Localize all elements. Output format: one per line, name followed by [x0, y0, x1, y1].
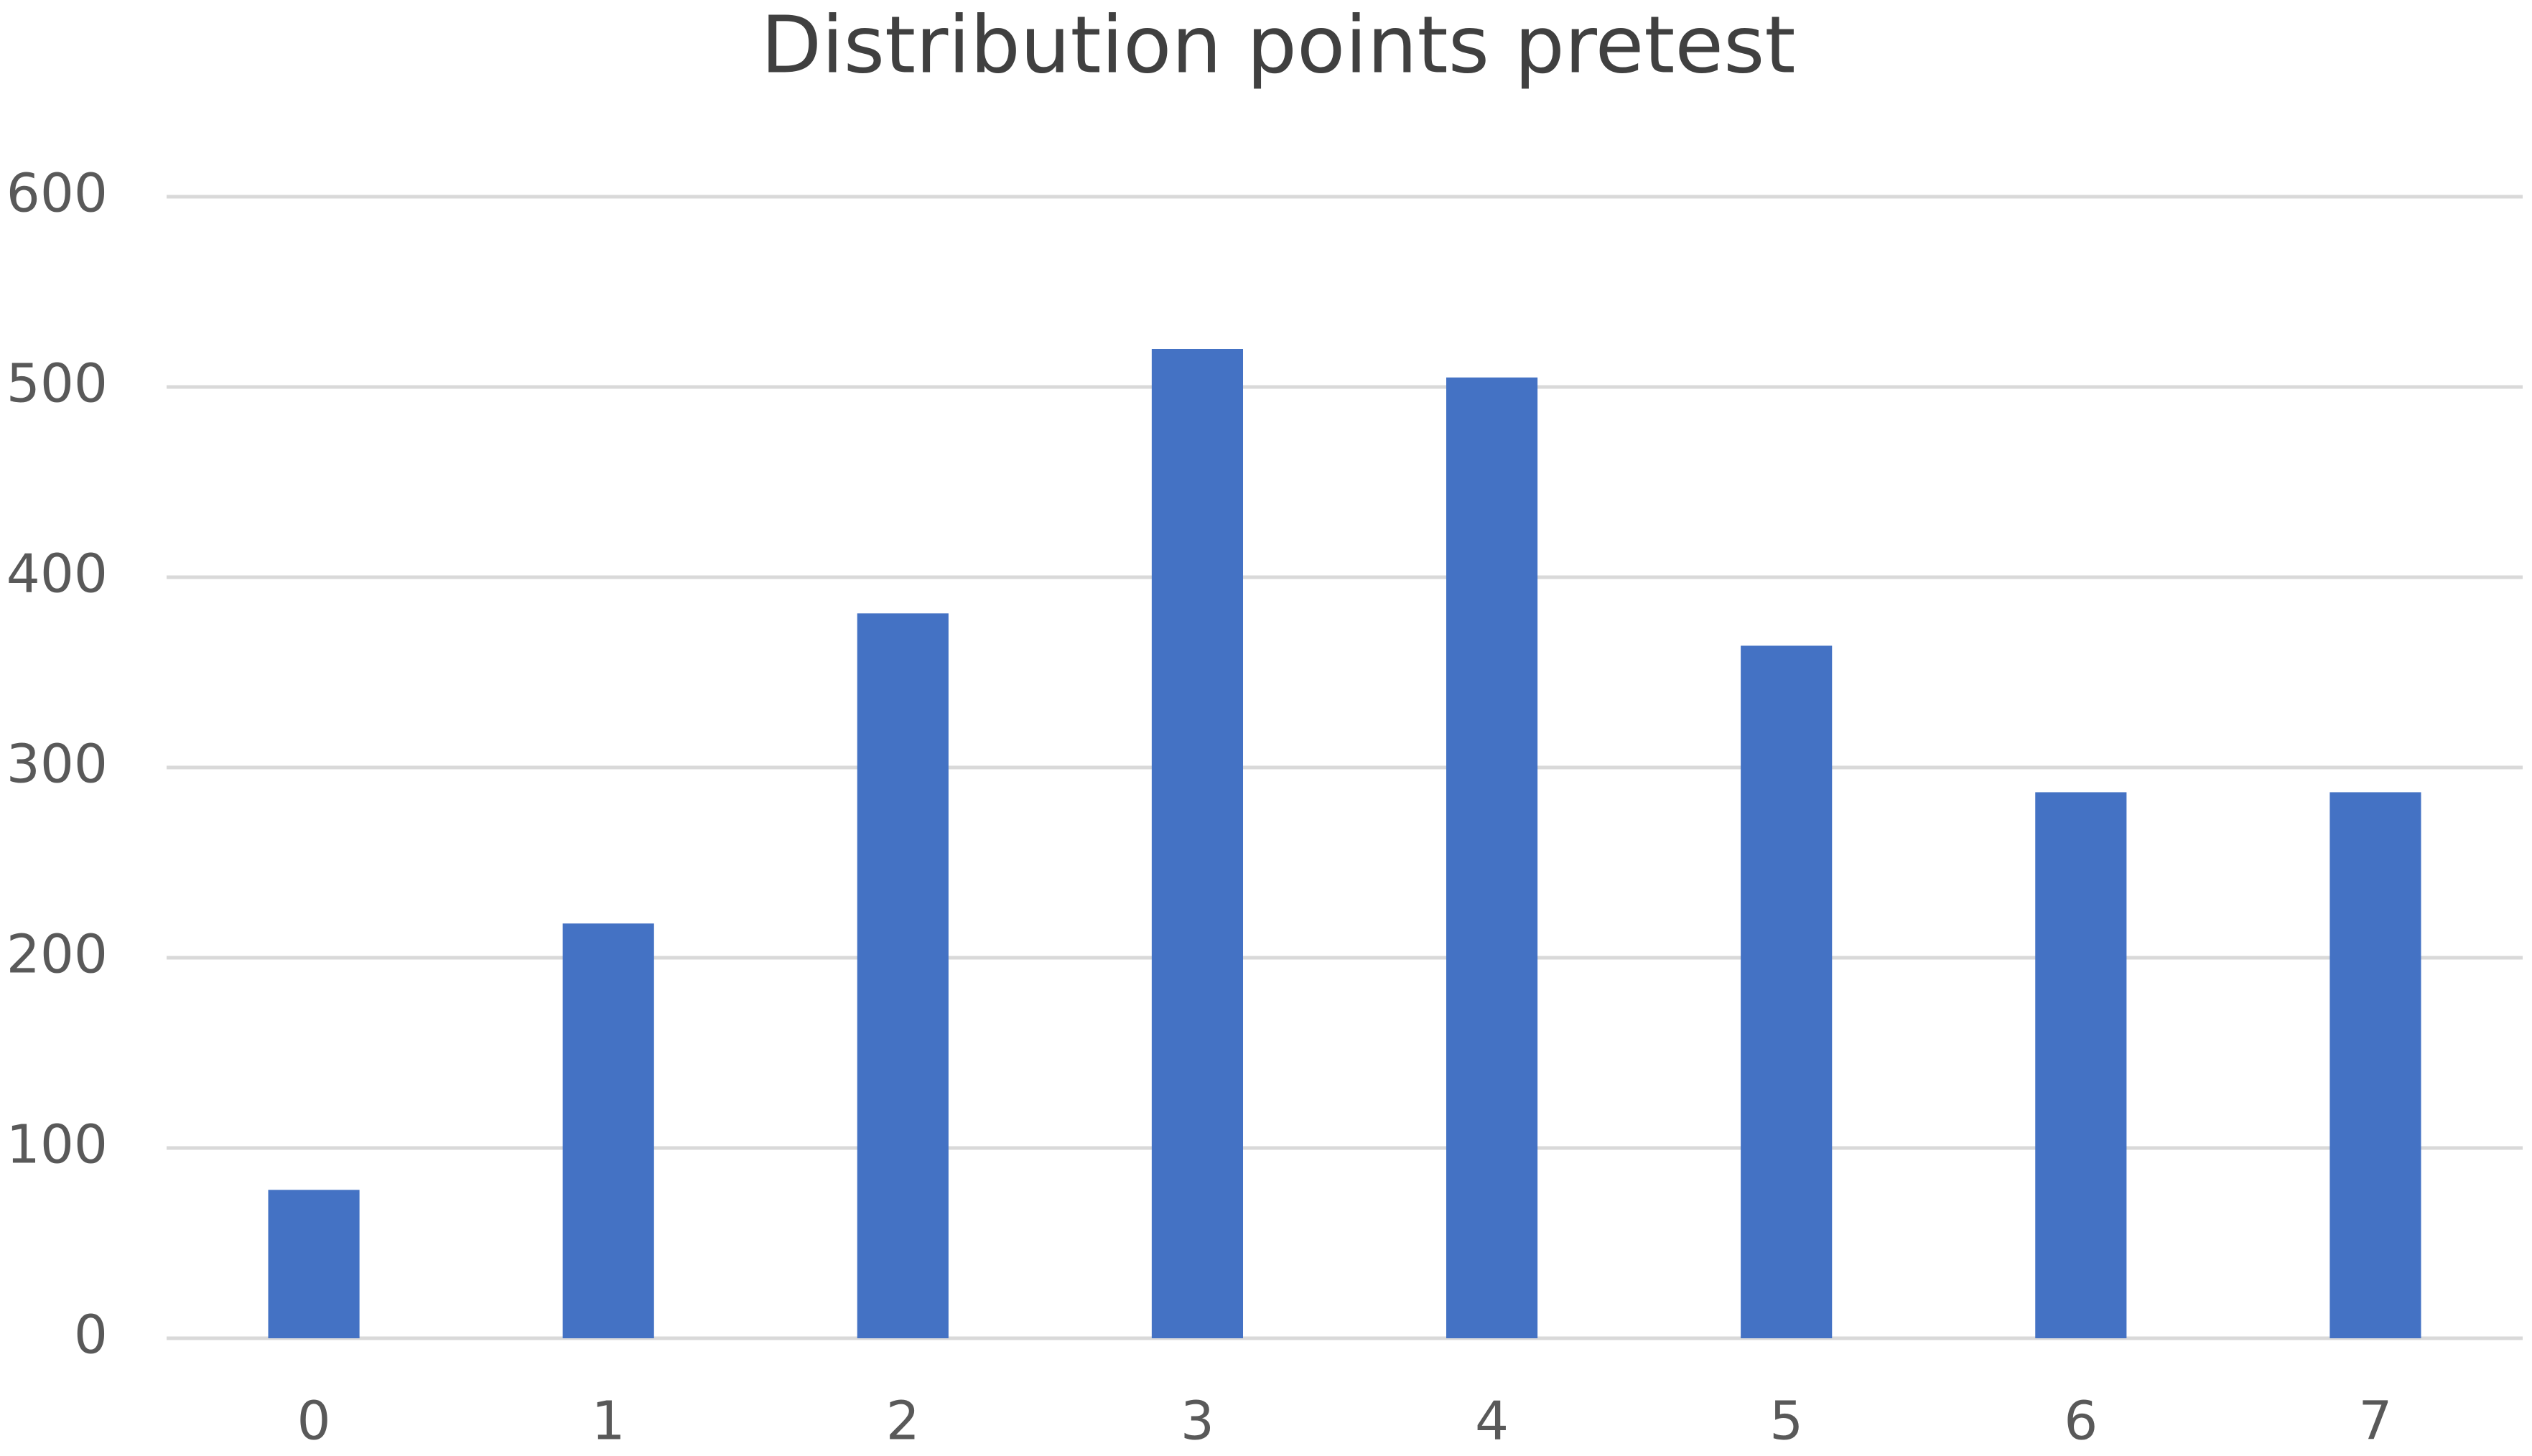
bar [857, 613, 949, 1338]
bar [1151, 349, 1244, 1338]
y-tick-label: 200 [6, 924, 108, 986]
y-tick-label: 600 [6, 163, 108, 225]
y-tick-label: 0 [74, 1305, 108, 1366]
bar [1446, 377, 1538, 1338]
x-tick-label: 0 [297, 1391, 331, 1452]
x-tick-label: 5 [1769, 1391, 1803, 1452]
x-tick-label: 2 [886, 1391, 920, 1452]
y-tick-label: 500 [6, 353, 108, 415]
x-tick-label: 1 [592, 1391, 625, 1452]
bar [2329, 792, 2421, 1338]
x-tick-label: 7 [2358, 1391, 2392, 1452]
bar [2035, 792, 2127, 1338]
x-tick-label: 3 [1181, 1391, 1214, 1452]
bar [562, 923, 654, 1338]
y-tick-label: 400 [6, 543, 108, 605]
chart-title: Distribution points pretest [760, 0, 1795, 90]
x-tick-label: 6 [2064, 1391, 2098, 1452]
bar [268, 1190, 360, 1338]
y-tick-label: 300 [6, 734, 108, 795]
bar [1741, 645, 1833, 1338]
y-tick-label: 100 [6, 1114, 108, 1176]
x-tick-label: 4 [1475, 1391, 1509, 1452]
